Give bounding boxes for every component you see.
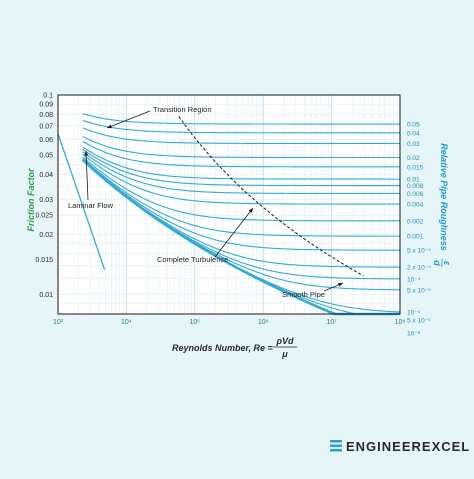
roughness-curve (82, 136, 400, 159)
epsilon-symbol: ε (442, 261, 452, 266)
y-tick-label: 0.09 (39, 102, 53, 109)
roughness-label: 5 x 10⁻⁴ (407, 248, 431, 255)
roughness-label: 10⁻⁵ (407, 309, 421, 316)
y-tick-label: 0.08 (39, 112, 53, 119)
complete-turbulence-dashed-line (178, 116, 364, 277)
laminar-flow-arrow-head (84, 151, 89, 156)
x-tick-label: 10³ (53, 319, 64, 326)
d-symbol: d (432, 260, 442, 266)
roughness-label: 0.002 (407, 218, 424, 225)
roughness-label: 0.004 (407, 202, 424, 209)
laminar-line (57, 133, 106, 270)
y-tick-label: 0.1 (43, 93, 53, 100)
y-tick-label: 0.02 (39, 232, 53, 239)
y-tick-label: 0.015 (35, 257, 53, 264)
smooth-pipe-label: Smooth Pipe (282, 290, 325, 299)
roughness-curve (82, 151, 400, 195)
complete-turbulence-arrow-head (248, 208, 253, 213)
logo-mark-top (330, 440, 342, 443)
x-tick-label: 10⁵ (189, 319, 200, 326)
roughness-label: 0.05 (407, 122, 420, 129)
roughness-label: 5 x 10⁻⁵ (407, 287, 431, 294)
roughness-curve (82, 127, 400, 145)
roughness-curve (82, 146, 400, 180)
transition-region-arrow-line (106, 110, 151, 129)
roughness-curve (82, 158, 400, 251)
roughness-label: 0.03 (407, 141, 420, 148)
complete-turbulence-arrow-line (214, 207, 254, 258)
roughness-curve (82, 153, 400, 205)
laminar-flow-arrow-line (85, 150, 89, 201)
roughness-label: 0.006 (407, 191, 424, 198)
y-tick-label: 0.07 (39, 123, 53, 130)
transition-region-arrow-head (107, 124, 112, 129)
y-tick-labels: 0.1 0.09 0.08 0.07 0.06 0.05 0.04 0.03 0.025 0.02… (35, 93, 53, 300)
right-axis-label: Relative Pipe Roughness (439, 143, 449, 251)
roughness-label: 10⁻⁶ (407, 330, 421, 337)
roughness-label: 0.001 (407, 234, 424, 241)
x-tick-label: 10⁶ (258, 319, 269, 326)
x-tick-label: 10⁷ (326, 319, 337, 326)
right-axis-title: Relative Pipe Roughness ε d (432, 143, 452, 267)
roughness-curve (82, 119, 400, 134)
x-tick-label: 10⁸ (395, 319, 406, 326)
brand-name: ENGINEEREXCEL (346, 439, 470, 454)
roughness-label: 0.02 (407, 155, 420, 162)
y-tick-label: 0.01 (39, 292, 53, 299)
x-tick-label: 10⁴ (121, 319, 132, 326)
roughness-curve (82, 141, 400, 168)
roughness-label: 0.015 (407, 164, 424, 171)
roughness-label: 10⁻⁴ (407, 276, 421, 283)
complete-turbulence-line (178, 116, 364, 277)
roughness-curve (82, 156, 400, 222)
y-tick-label: 0.03 (39, 197, 53, 204)
re-numerator: ρVd (276, 336, 294, 346)
transition-region-label: Transition Region (153, 105, 212, 114)
roughness-curve (82, 148, 400, 187)
re-denominator: μ (281, 349, 288, 359)
logo-mark-mid (330, 444, 342, 447)
annotations: Transition Region Laminar Flow Complete Tu… (68, 105, 344, 299)
roughness-label: 0.01 (407, 177, 420, 184)
y-axis-label: Friction Factor (26, 168, 36, 232)
logo-mark-bottom (330, 449, 342, 452)
x-tick-labels: 10³ 10⁴ 10⁵ 10⁶ 10⁷ 10⁸ (53, 319, 405, 326)
laminar-flow-label: Laminar Flow (68, 201, 114, 210)
roughness-label: 2 x 10⁻⁴ (407, 265, 431, 272)
roughness-label: 0.04 (407, 130, 420, 137)
laminar-flow-line (57, 133, 106, 270)
y-tick-label: 0.06 (39, 137, 53, 144)
roughness-curve (82, 158, 400, 237)
roughness-curve (82, 113, 400, 125)
plot-frame (57, 94, 401, 315)
y-tick-label: 0.04 (39, 172, 53, 179)
roughness-label: 0.008 (407, 183, 424, 190)
smooth-pipe-arrow-head (338, 282, 343, 287)
x-axis-label: Reynolds Number, Re = (172, 343, 274, 353)
complete-turbulence-label: Complete Turbulence (157, 255, 228, 264)
y-tick-label: 0.025 (35, 213, 53, 220)
y-tick-label: 0.05 (39, 153, 53, 160)
brand-logo: ENGINEEREXCEL (330, 439, 470, 454)
roughness-label: 5 x 10⁻⁶ (407, 317, 431, 324)
